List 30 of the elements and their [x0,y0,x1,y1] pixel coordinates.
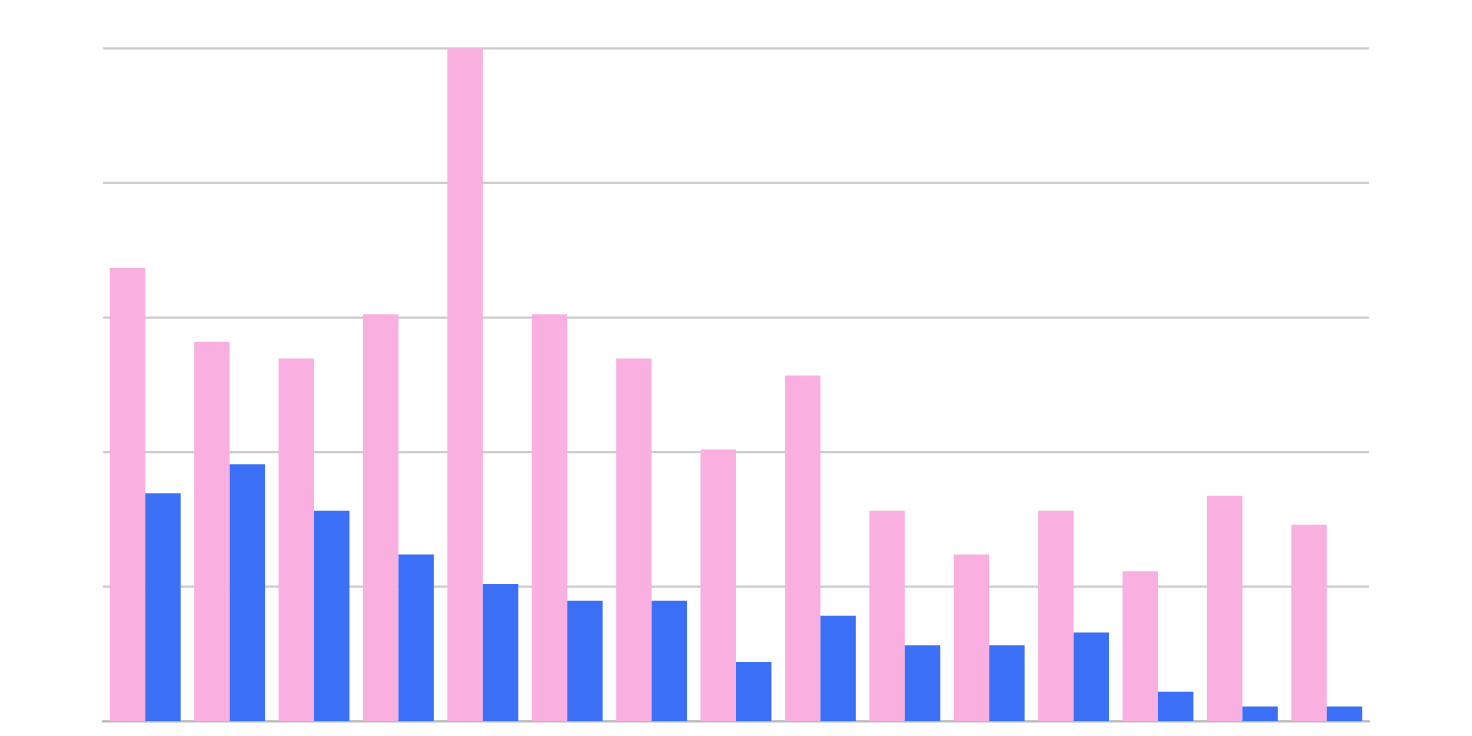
bar [1291,524,1327,722]
bar [1122,571,1158,722]
bar [869,510,905,722]
bar [820,615,856,722]
bar [567,600,603,722]
bar [1242,706,1278,722]
bar [1038,510,1074,722]
bar [989,645,1025,722]
bar [904,645,941,722]
bar [109,267,146,722]
bar [616,358,652,722]
bar [447,48,483,722]
bar [700,449,736,722]
bar [531,314,568,722]
bar [194,341,230,722]
bar [314,510,350,722]
bar [229,464,266,722]
bar [1326,706,1363,722]
bar [784,375,821,722]
bar [278,358,315,722]
bar [736,662,772,722]
bar [953,554,990,722]
bar [398,554,434,722]
bar [651,600,688,722]
bar [362,314,399,722]
bar [1073,632,1110,722]
bar [1157,691,1194,722]
bar [482,584,519,722]
bar [145,493,181,722]
bar [1206,495,1243,722]
